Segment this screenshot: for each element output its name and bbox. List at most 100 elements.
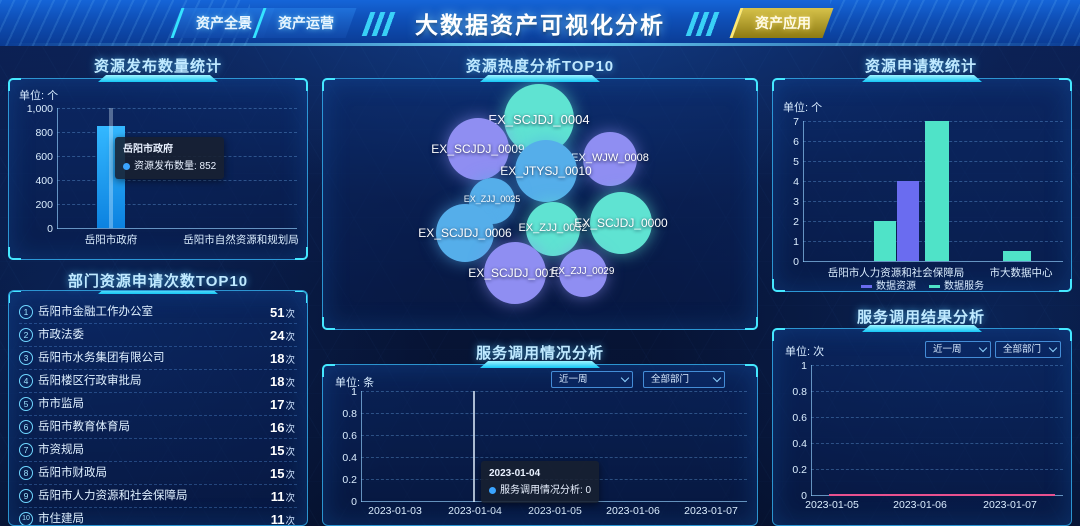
bubble-ex_zjj_0029[interactable] (559, 249, 607, 297)
rank-department-name: 岳阳楼区行政审批局 (38, 375, 142, 387)
result-panel: 单位: 次 近一周 全部部门 1 0.8 0.6 0.4 0.2 0 2023-… (772, 328, 1072, 526)
rank-row[interactable]: 5 市市监局 17次 (19, 393, 297, 416)
rank-count: 11次 (270, 512, 295, 526)
apply-ytick: 6 (793, 136, 799, 148)
corner-icon (745, 317, 758, 330)
legend-data-resource[interactable]: 数据资源 (861, 277, 916, 292)
bar-data-service-1[interactable] (874, 221, 896, 261)
rank-department-name: 市市监局 (38, 398, 84, 410)
y-axis (57, 108, 58, 229)
corner-icon (772, 328, 785, 341)
result-panel-title: 服务调用结果分析 (856, 309, 985, 326)
publish-tooltip: 岳阳市政府 资源发布数量: 852 (115, 137, 225, 179)
rank-row[interactable]: 2 市政法委 24次 (19, 324, 297, 347)
panel-notch-icon (862, 75, 982, 82)
rank-row[interactable]: 1 岳阳市金融工作办公室 51次 (19, 301, 297, 324)
rank-row[interactable]: 3 岳阳市水务集团有限公司 18次 (19, 347, 297, 370)
publish-ytick: 0 (47, 223, 53, 235)
rank-index: 4 (19, 373, 33, 388)
corner-icon (1059, 328, 1072, 341)
call-range-select[interactable]: 近一周 (551, 371, 633, 388)
apply-ytick: 3 (793, 196, 799, 208)
bubble-ex_scjdj_0000[interactable] (590, 192, 652, 254)
call-ytick: 1 (351, 386, 357, 398)
corner-icon (295, 247, 308, 260)
result-ytick: 0.8 (792, 386, 807, 398)
call-dept-select[interactable]: 全部部门 (643, 371, 725, 388)
gridline (361, 457, 747, 458)
corner-icon (322, 78, 335, 91)
rank-department-name: 市政法委 (38, 329, 84, 341)
panel-notch-icon (480, 361, 600, 368)
tooltip-series-text: 资源发布数量: 852 (134, 161, 217, 172)
legend-data-resource-label: 数据资源 (876, 281, 916, 292)
gridline (811, 365, 1063, 366)
rank-row[interactable]: 9 岳阳市人力资源和社会保障局 11次 (19, 485, 297, 508)
rank-count-unit: 次 (285, 378, 295, 389)
apply-ytick: 5 (793, 156, 799, 168)
bubble-ex_scjdj_0009[interactable] (447, 118, 509, 180)
corner-icon (8, 78, 21, 91)
rank-index: 6 (19, 419, 33, 434)
rank-count: 11次 (270, 489, 295, 504)
bubble-ex_zjj_0032[interactable] (526, 202, 580, 256)
bubble-ex_jtysj_0010[interactable] (515, 140, 577, 202)
bubble-ex_scjdj_0010[interactable] (484, 242, 546, 304)
publish-ytick: 800 (35, 127, 53, 139)
rank-count: 51次 (270, 305, 295, 320)
call-panel-title: 服务调用情况分析 (475, 345, 604, 362)
result-range-select[interactable]: 近一周 (925, 341, 991, 358)
legend-swatch-icon (929, 284, 940, 288)
call-ytick: 0.2 (342, 474, 357, 486)
publish-ytick: 200 (35, 199, 53, 211)
publish-ytick: 1,000 (26, 103, 53, 115)
legend-data-service[interactable]: 数据服务 (929, 277, 984, 292)
rank-index: 9 (19, 488, 33, 503)
result-ytick: 0.4 (792, 438, 807, 450)
gridline (57, 180, 297, 181)
call-tooltip: 2023-01-04 服务调用情况分析: 0 (481, 461, 600, 503)
call-panel: 单位: 条 近一周 全部部门 1 0.8 0.6 0.4 0.2 0 2023-… (322, 364, 758, 526)
call-xtick: 2023-01-03 (368, 505, 422, 517)
bar-data-resource-1[interactable] (897, 181, 919, 261)
gridline (811, 443, 1063, 444)
apply-xtick: 岳阳市人力资源和社会保障局 (827, 267, 965, 279)
rank-row[interactable]: 10 市住建局 11次 (19, 508, 297, 526)
rank-row[interactable]: 8 岳阳市财政局 15次 (19, 462, 297, 485)
publish-xtick: 岳阳市自然资源和规划局 (183, 234, 299, 246)
bar-data-service-3[interactable] (1003, 251, 1031, 261)
tooltip-title: 2023-01-04 (489, 468, 541, 479)
result-ytick: 1 (801, 360, 807, 372)
gridline (361, 435, 747, 436)
publish-xtick: 岳阳市政府 (84, 234, 138, 246)
rank-row[interactable]: 6 岳阳市教育体育局 16次 (19, 416, 297, 439)
panel-notch-icon (98, 290, 218, 294)
gridline (361, 413, 747, 414)
panel-notch-icon (98, 75, 218, 82)
rank-count-unit: 次 (285, 470, 295, 481)
bar-data-service-2[interactable] (925, 121, 949, 261)
result-series-line[interactable] (829, 494, 1055, 496)
heat-panel: EX_SCJDJ_0004 EX_SCJDJ_0009 EX_WJW_0008 EX_… (322, 78, 758, 330)
rank-index: 1 (19, 304, 33, 319)
bubble-ex_wjw_0008[interactable] (583, 132, 637, 186)
apply-ytick: 7 (793, 116, 799, 128)
bubble-chart: EX_SCJDJ_0004 EX_SCJDJ_0009 EX_WJW_0008 EX_… (323, 79, 757, 329)
rank-row[interactable]: 4 岳阳楼区行政审批局 18次 (19, 370, 297, 393)
bubble-label: EX_ZJJ_0029 (551, 266, 615, 277)
result-dept-select[interactable]: 全部部门 (995, 341, 1061, 358)
call-ytick: 0.8 (342, 408, 357, 420)
rank-row[interactable]: 7 市资规局 15次 (19, 439, 297, 462)
publish-panel: 单位: 个 1,000 800 600 400 200 0 岳阳市政府 岳阳市自… (8, 78, 308, 260)
bubble-ex_scjdj_0006[interactable] (436, 204, 494, 262)
rank-count: 16次 (270, 420, 295, 435)
gridline (57, 108, 297, 109)
rank-department-name: 岳阳市教育体育局 (38, 421, 130, 433)
gridline (811, 417, 1063, 418)
rank-index: 5 (19, 396, 33, 411)
x-axis (57, 228, 297, 229)
chevron-down-icon (712, 373, 722, 383)
hover-indicator (109, 108, 113, 228)
legend-data-service-label: 数据服务 (944, 281, 984, 292)
rank-count: 15次 (270, 443, 295, 458)
